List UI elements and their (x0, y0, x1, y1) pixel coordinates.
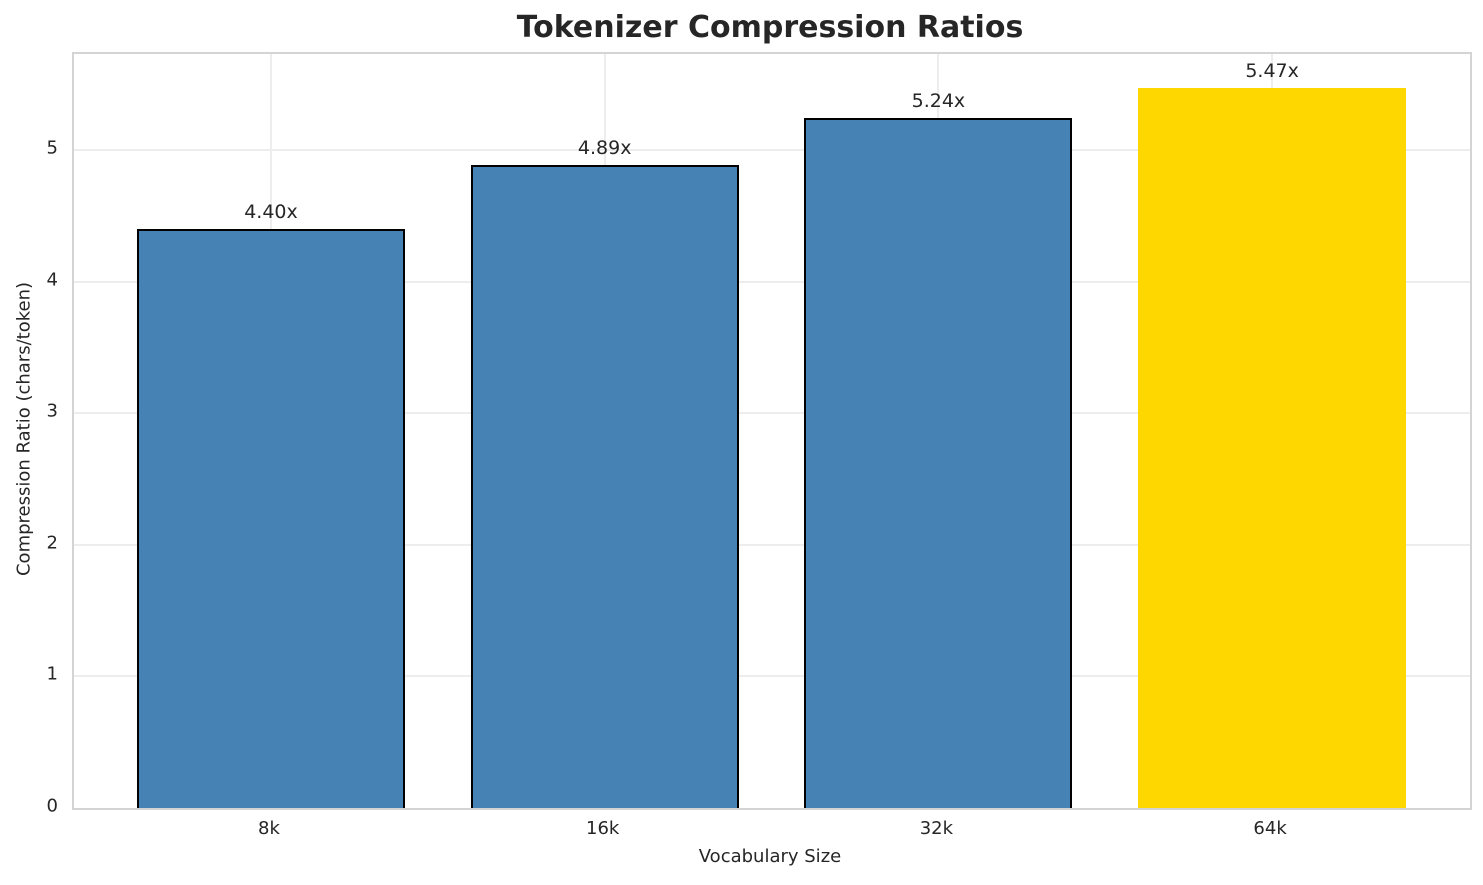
x-axis-label: Vocabulary Size (698, 846, 842, 867)
y-tick-label-5: 5 (46, 137, 58, 159)
h-gridline-1 (74, 675, 1470, 678)
plot-area: 4.40x 4.89x 5.24x 5.47x (72, 52, 1472, 810)
y-tick-label-3: 3 (46, 400, 58, 422)
x-tick-label-16k: 16k (586, 818, 620, 839)
bar-32k (804, 118, 1073, 808)
x-tick-label-32k: 32k (919, 818, 954, 839)
h-gridline-4 (74, 280, 1470, 283)
y-tick-label-4: 4 (46, 269, 58, 291)
bar-value-label-64k: 5.47x (1245, 60, 1299, 83)
chart-title: Tokenizer Compression Ratios (516, 10, 1024, 45)
bar-8k (137, 229, 405, 808)
bar-value-label-32k: 5.24x (911, 90, 966, 113)
y-axis-label: Compression Ratio (chars/token) (13, 281, 35, 577)
h-gridline-5 (74, 149, 1470, 152)
bar-value-label-8k: 4.40x (244, 201, 298, 223)
y-tick-label-1: 1 (46, 663, 58, 685)
h-gridline-2 (74, 543, 1470, 546)
bar-value-label-16k: 4.89x (577, 136, 632, 159)
bar-16k (470, 164, 739, 808)
x-tick-label-8k: 8k (258, 818, 280, 839)
y-tick-label-2: 2 (46, 532, 58, 554)
bar-64k (1138, 88, 1407, 808)
h-gridline-3 (74, 412, 1470, 415)
x-tick-label-64k: 64k (1253, 818, 1287, 839)
y-tick-label-0: 0 (46, 795, 58, 817)
